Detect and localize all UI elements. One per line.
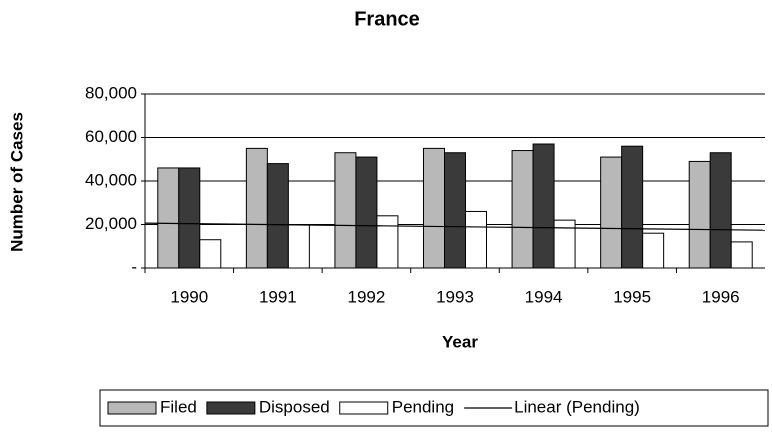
- legend-label: Pending: [392, 397, 454, 416]
- legend-swatch: [206, 401, 256, 415]
- x-tick-label: 1991: [259, 287, 297, 306]
- y-tick-label: -: [131, 257, 137, 276]
- x-axis-label: Year: [442, 332, 478, 351]
- bar: [178, 167, 201, 269]
- bar: [553, 219, 576, 269]
- bar: [157, 167, 180, 269]
- bar: [444, 152, 466, 269]
- x-tick-label: 1996: [702, 287, 740, 306]
- bar: [287, 224, 310, 269]
- bar: [688, 160, 711, 269]
- bar: [334, 152, 357, 269]
- y-tick-label: 20,000: [85, 214, 137, 233]
- legend-label: Disposed: [259, 397, 330, 416]
- y-tick-label: 80,000: [85, 83, 137, 102]
- legend-swatch: [107, 401, 157, 415]
- bar: [245, 147, 268, 269]
- bar: [355, 156, 378, 269]
- bar: [621, 145, 644, 269]
- x-tick-label: 1994: [525, 287, 563, 306]
- x-tick-label: 1993: [436, 287, 474, 306]
- bar: [709, 152, 732, 269]
- legend-label: Filed: [160, 397, 197, 416]
- legend-box: [99, 389, 769, 427]
- y-tick-label: 40,000: [85, 170, 137, 189]
- legend-label: Linear (Pending): [514, 397, 640, 416]
- bar: [465, 210, 487, 269]
- y-axis-label: Number of Cases: [7, 112, 26, 252]
- trendline: [144, 222, 766, 231]
- bar: [532, 143, 555, 269]
- x-tick-label: 1995: [613, 287, 651, 306]
- x-tick-label: 1992: [348, 287, 386, 306]
- bar: [423, 147, 445, 269]
- bar: [376, 215, 399, 269]
- bar: [199, 239, 222, 269]
- bar: [266, 163, 289, 269]
- y-tick-label: 60,000: [85, 127, 137, 146]
- bar: [642, 232, 665, 269]
- bar: [730, 241, 753, 269]
- bar: [511, 150, 534, 269]
- chart-title: France: [354, 8, 420, 30]
- bar: [600, 156, 623, 269]
- x-tick-label: 1990: [170, 287, 208, 306]
- legend-swatch: [339, 401, 389, 415]
